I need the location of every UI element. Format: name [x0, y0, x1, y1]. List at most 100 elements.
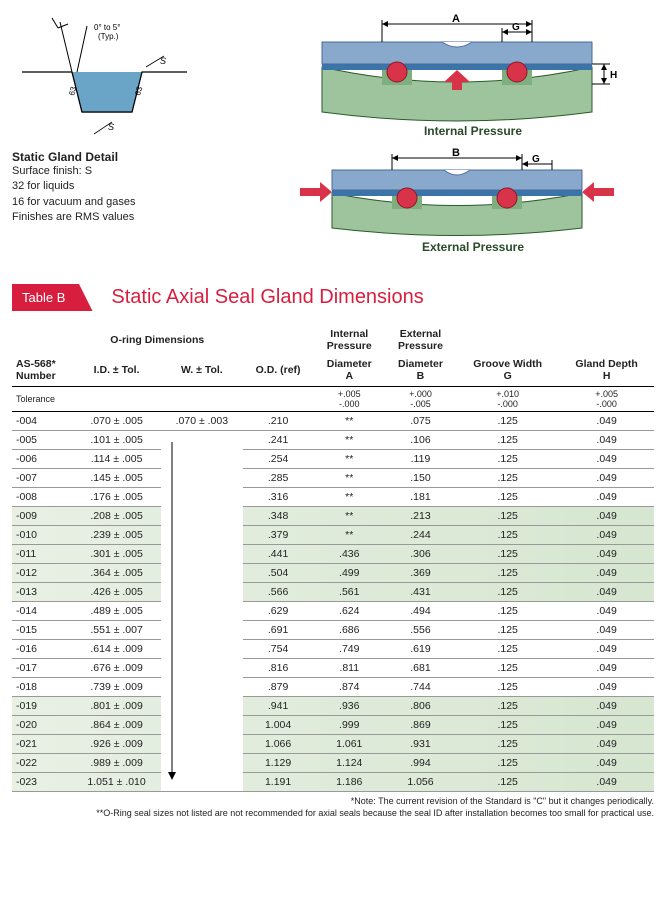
cell-H: .049	[559, 564, 654, 583]
cell-od: .379	[243, 526, 314, 545]
cell-A: .686	[314, 621, 385, 640]
cell-od: .210	[243, 412, 314, 431]
cell-H: .049	[559, 659, 654, 678]
cell-id: .551 ± .007	[72, 621, 161, 640]
col-H: Gland Depth H	[559, 355, 654, 387]
cell-n: -006	[12, 450, 72, 469]
table-row: -019.801 ± .009.941.936.806.125.049	[12, 697, 654, 716]
cell-A: **	[314, 431, 385, 450]
svg-text:(Typ.): (Typ.)	[98, 32, 119, 41]
svg-text:G: G	[512, 22, 520, 33]
cell-n: -015	[12, 621, 72, 640]
svg-text:B: B	[452, 148, 460, 159]
cell-H: .049	[559, 602, 654, 621]
internal-pressure-label: Internal Pressure	[292, 124, 654, 138]
cell-id: .739 ± .009	[72, 678, 161, 697]
cell-G: .125	[456, 659, 559, 678]
cell-id: .676 ± .009	[72, 659, 161, 678]
cell-od: .254	[243, 450, 314, 469]
cell-B: .213	[385, 507, 456, 526]
cell-A: 1.061	[314, 735, 385, 754]
cell-n: -017	[12, 659, 72, 678]
cell-H: .049	[559, 697, 654, 716]
cell-G: .125	[456, 754, 559, 773]
cell-od: .629	[243, 602, 314, 621]
section-title: Static Axial Seal Gland Dimensions	[111, 286, 423, 309]
table-row: -018.739 ± .009.879.874.744.125.049	[12, 678, 654, 697]
cell-A: 1.124	[314, 754, 385, 773]
cell-A: **	[314, 412, 385, 431]
table-row: -0231.051 ± .0101.1911.1861.056.125.049	[12, 773, 654, 792]
cell-A: **	[314, 507, 385, 526]
cell-n: -005	[12, 431, 72, 450]
cell-G: .125	[456, 431, 559, 450]
cell-n: -021	[12, 735, 72, 754]
cell-A: **	[314, 526, 385, 545]
cell-H: .049	[559, 412, 654, 431]
cell-A: .436	[314, 545, 385, 564]
table-row: -020.864 ± .0091.004.999.869.125.049	[12, 716, 654, 735]
cell-H: .049	[559, 678, 654, 697]
footnote-2: **O-Ring seal sizes not listed are not r…	[12, 808, 654, 820]
svg-text:S: S	[108, 122, 114, 132]
cell-n: -013	[12, 583, 72, 602]
cell-H: .049	[559, 469, 654, 488]
cell-id: .364 ± .005	[72, 564, 161, 583]
cell-B: .744	[385, 678, 456, 697]
cell-od: .879	[243, 678, 314, 697]
cell-H: .049	[559, 507, 654, 526]
cell-H: .049	[559, 450, 654, 469]
cell-id: .801 ± .009	[72, 697, 161, 716]
cell-A: 1.186	[314, 773, 385, 792]
cell-B: .931	[385, 735, 456, 754]
cell-G: .125	[456, 697, 559, 716]
cell-A: .561	[314, 583, 385, 602]
table-row: -013.426 ± .005.566.561.431.125.049	[12, 583, 654, 602]
cell-G: .125	[456, 488, 559, 507]
cell-n: -023	[12, 773, 72, 792]
cell-od: 1.004	[243, 716, 314, 735]
cell-od: .441	[243, 545, 314, 564]
table-row: -022.989 ± .0091.1291.124.994.125.049	[12, 754, 654, 773]
cell-id: .070 ± .005	[72, 412, 161, 431]
cell-n: -010	[12, 526, 72, 545]
table-tag: Table B	[12, 284, 93, 311]
cell-od: 1.066	[243, 735, 314, 754]
cell-n: -011	[12, 545, 72, 564]
cell-G: .125	[456, 507, 559, 526]
internal-pressure-diagram: A G H	[292, 12, 622, 122]
seal-diagrams: A G H Internal Pressure	[292, 12, 654, 264]
col-group-internal: Internal Pressure	[314, 325, 385, 355]
tolerance-label: Tolerance	[12, 387, 72, 412]
table-row: -012.364 ± .005.504.499.369.125.049	[12, 564, 654, 583]
cell-H: .049	[559, 526, 654, 545]
cell-n: -012	[12, 564, 72, 583]
cell-B: 1.056	[385, 773, 456, 792]
table-row: -007.145 ± .005.285**.150.125.049	[12, 469, 654, 488]
cell-id: .145 ± .005	[72, 469, 161, 488]
table-row: -006.114 ± .005.254**.119.125.049	[12, 450, 654, 469]
svg-text:G: G	[532, 154, 540, 165]
cell-G: .125	[456, 716, 559, 735]
col-G: Groove Width G	[456, 355, 559, 387]
cell-id: 1.051 ± .010	[72, 773, 161, 792]
col-od: O.D. (ref)	[243, 355, 314, 387]
table-row: -011.301 ± .005.441.436.306.125.049	[12, 545, 654, 564]
cell-G: .125	[456, 526, 559, 545]
w-arrow	[161, 431, 242, 792]
footnotes: *Note: The current revision of the Stand…	[12, 796, 654, 819]
col-group-oring: O-ring Dimensions	[72, 325, 243, 355]
cell-id: .489 ± .005	[72, 602, 161, 621]
cell-B: .494	[385, 602, 456, 621]
col-B: Diameter B	[385, 355, 456, 387]
cell-od: .504	[243, 564, 314, 583]
table-row: -017.676 ± .009.816.811.681.125.049	[12, 659, 654, 678]
cell-B: .306	[385, 545, 456, 564]
cell-H: .049	[559, 735, 654, 754]
cell-n: -018	[12, 678, 72, 697]
cell-od: 1.129	[243, 754, 314, 773]
cell-G: .125	[456, 564, 559, 583]
cell-B: .119	[385, 450, 456, 469]
gland-detail-diagram: 0° to 5° (Typ.) S S 63 63 Static Gland D…	[12, 12, 272, 264]
cell-A: .811	[314, 659, 385, 678]
